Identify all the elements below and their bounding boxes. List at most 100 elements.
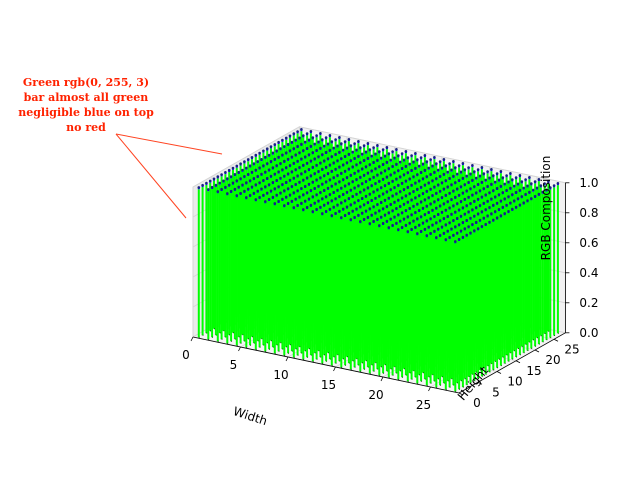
bar-top <box>260 187 263 191</box>
bar-top <box>410 168 413 172</box>
bar-top <box>442 202 446 205</box>
x-tick-label: 5 <box>230 358 238 372</box>
bar-top <box>490 197 493 201</box>
bar-top <box>473 199 476 203</box>
bar-top <box>465 233 469 237</box>
bar-top <box>427 210 431 214</box>
bar-top <box>404 194 408 197</box>
bar-top <box>514 176 518 179</box>
bar-top <box>284 151 288 154</box>
bar-top <box>273 202 277 205</box>
bar-top <box>370 213 374 217</box>
bar-top <box>478 204 482 207</box>
bar-top <box>229 175 233 178</box>
bar-top <box>488 176 491 180</box>
bar-top <box>381 162 385 166</box>
bar-top <box>288 164 292 167</box>
bar-top <box>400 211 404 214</box>
bar-top <box>379 200 383 204</box>
bar-top <box>208 179 212 183</box>
bar-top <box>499 214 503 217</box>
bar-top <box>379 171 383 174</box>
bar-top <box>245 166 248 170</box>
bar-top <box>372 190 375 193</box>
bar-top <box>322 174 326 177</box>
bar-top <box>330 184 334 188</box>
bar-top <box>288 178 292 182</box>
bar-top <box>423 183 427 187</box>
bar-top <box>286 172 290 175</box>
bar-top <box>528 176 531 179</box>
bar-top <box>309 189 313 192</box>
bar-top <box>292 161 296 165</box>
bar-top <box>328 207 332 211</box>
bar-top <box>448 235 451 239</box>
bar-top <box>495 186 499 190</box>
bar-top <box>484 193 488 196</box>
bar-top <box>419 229 423 233</box>
bar-top <box>336 188 339 192</box>
bar-top <box>435 177 438 180</box>
z-tick-label: 0.8 <box>579 206 598 220</box>
bar-top <box>273 172 277 176</box>
bar-top <box>478 218 482 222</box>
x-tick-label: 20 <box>368 388 383 402</box>
bar-top <box>362 188 366 191</box>
bar-top <box>499 184 503 188</box>
bar-top <box>340 142 343 145</box>
annotation: Green rgb(0, 255, 3) bar almost all gree… <box>18 76 223 219</box>
bar-top <box>286 142 290 146</box>
bar-top <box>433 185 436 189</box>
bar-top <box>239 162 242 165</box>
bar-top <box>469 231 472 235</box>
bar-top <box>417 223 421 227</box>
bar-top <box>338 165 341 169</box>
bar-top <box>357 213 360 217</box>
bar-top <box>368 177 372 181</box>
bar-top <box>556 182 560 185</box>
bar-top <box>265 162 269 165</box>
bar-top <box>307 182 311 186</box>
bar-top <box>315 178 318 181</box>
bar-top <box>395 162 398 166</box>
z-gridline-side <box>192 126 300 188</box>
bar-top <box>360 182 364 185</box>
bar-top <box>256 160 260 163</box>
bar-top <box>210 185 214 189</box>
bar-top <box>395 221 398 225</box>
bar-top <box>294 153 298 156</box>
bar-top <box>334 211 337 215</box>
y-tick-label: 10 <box>507 375 522 389</box>
bar-top <box>227 168 231 172</box>
bar-top <box>372 205 375 208</box>
bar-top <box>393 171 396 174</box>
bar-top <box>526 184 529 188</box>
bar-top <box>336 144 339 148</box>
bar-top <box>378 224 381 227</box>
bar-top <box>286 187 290 190</box>
bar-top <box>290 185 294 188</box>
bar-top <box>465 204 469 207</box>
bar-top <box>376 173 379 177</box>
bar-top <box>417 194 421 197</box>
bar-top <box>450 198 453 201</box>
bar-top <box>423 213 427 216</box>
bar-top <box>379 156 383 160</box>
bar-top <box>290 170 294 173</box>
bar-top <box>535 186 539 190</box>
bar-top <box>288 134 292 138</box>
bar-top <box>476 182 480 186</box>
z-gridline-back <box>299 126 566 184</box>
bar-top <box>330 199 334 202</box>
bar-top <box>389 158 393 162</box>
bar-top <box>431 179 434 182</box>
bar-top <box>454 195 457 199</box>
bar-top <box>319 132 322 135</box>
bar-top <box>471 178 474 182</box>
bar-top <box>474 191 478 194</box>
bar-top <box>290 155 294 159</box>
bar-top <box>277 140 280 144</box>
bar-top <box>397 183 400 187</box>
annotation-arrow-top <box>115 133 223 155</box>
